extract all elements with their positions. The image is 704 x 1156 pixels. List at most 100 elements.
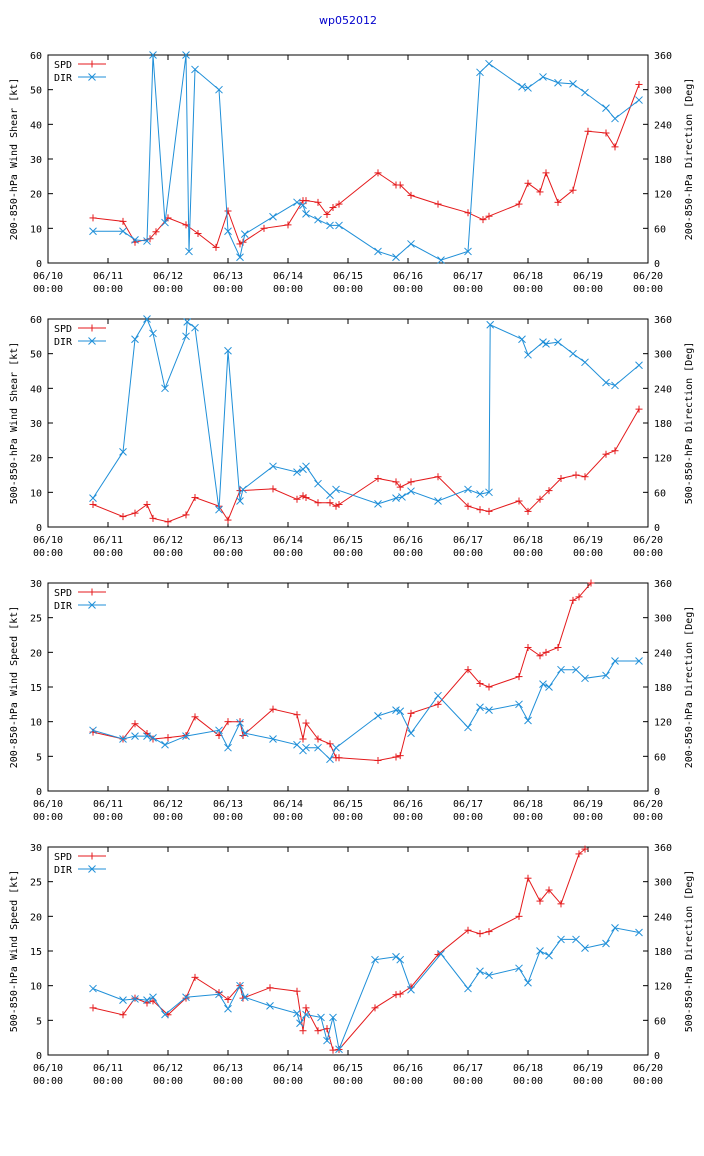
data-point-spd (284, 221, 292, 229)
y-tick-label: 50 (30, 350, 42, 361)
data-point-dir (161, 384, 169, 393)
data-point-dir (554, 78, 562, 87)
data-point-spd (392, 753, 400, 761)
data-point-dir (524, 84, 532, 92)
y2-tick-label: 180 (654, 155, 672, 166)
series-line-dir (92, 927, 640, 1051)
x-tick-time: 00:00 (213, 284, 243, 295)
data-point-dir (539, 73, 547, 81)
series-dir (89, 924, 643, 1054)
data-point-spd (119, 217, 127, 225)
data-point-spd (143, 500, 151, 508)
x-tick-date: 06/13 (213, 799, 243, 810)
data-point-spd (191, 973, 199, 981)
y2-tick-label: 60 (654, 224, 666, 235)
data-point-dir (143, 315, 151, 323)
data-point-spd (314, 198, 322, 206)
data-point-dir (183, 318, 192, 326)
data-point-dir (314, 479, 322, 488)
y2-axis-label: 200-850-hPa Direction [Deg] (684, 78, 695, 241)
x-tick-time: 00:00 (453, 812, 483, 823)
data-point-spd (392, 991, 400, 999)
series-line-dir (93, 54, 640, 261)
y2-tick-label: 240 (654, 648, 672, 659)
data-point-spd (212, 243, 220, 251)
data-point-dir (266, 1002, 274, 1010)
data-point-spd (434, 700, 442, 708)
data-point-dir (569, 349, 577, 358)
data-point-spd (374, 474, 382, 482)
series-line-dir (92, 317, 640, 510)
y2-tick-label: 180 (654, 419, 672, 430)
y2-axis-label: 200-850-hPa Direction [Deg] (684, 606, 695, 769)
data-point-spd (332, 502, 340, 510)
data-point-spd (371, 1004, 379, 1012)
data-point-spd (485, 683, 493, 691)
data-point-spd (485, 928, 493, 936)
y2-tick-label: 360 (654, 579, 672, 590)
y2-axis-label: 500-850-hPa Direction [Deg] (684, 870, 695, 1033)
data-point-spd (536, 188, 544, 196)
data-point-dir (434, 497, 442, 505)
data-point-dir (326, 755, 334, 764)
chart-panel-speed-500-850: 05101520253006012018024030036006/1000:00… (9, 843, 695, 1087)
data-point-spd (602, 129, 610, 137)
x-tick-time: 00:00 (333, 284, 363, 295)
x-tick-date: 06/18 (513, 1063, 543, 1074)
y-axis-label: 200-850-hPa Wind Speed [kt] (9, 606, 20, 769)
x-tick-date: 06/14 (273, 535, 303, 546)
data-point-dir (611, 924, 619, 932)
data-point-spd (194, 230, 202, 238)
data-point-spd (479, 216, 487, 224)
y-tick-label: 40 (30, 120, 42, 131)
y2-tick-label: 120 (654, 190, 672, 201)
x-tick-time: 00:00 (273, 548, 303, 559)
y2-tick-label: 240 (654, 384, 672, 395)
y2-tick-label: 360 (654, 843, 672, 854)
x-tick-time: 00:00 (393, 548, 423, 559)
x-tick-date: 06/10 (33, 271, 63, 282)
data-point-dir (119, 227, 127, 236)
y2-tick-label: 300 (654, 614, 672, 625)
x-tick-date: 06/11 (93, 271, 123, 282)
data-point-dir (524, 978, 532, 987)
data-point-spd (302, 494, 310, 502)
x-tick-time: 00:00 (153, 284, 183, 295)
data-point-spd (569, 186, 577, 194)
y-tick-label: 50 (30, 86, 42, 97)
data-point-dir (182, 732, 190, 740)
data-point-spd (149, 514, 157, 522)
data-point-dir (296, 1019, 304, 1028)
data-point-dir (323, 1036, 331, 1045)
data-point-dir (437, 256, 445, 264)
x-tick-time: 00:00 (273, 284, 303, 295)
data-point-dir (182, 993, 190, 1002)
data-point-dir (161, 740, 169, 749)
legend-label-dir: DIR (54, 73, 73, 84)
data-point-dir (485, 59, 493, 68)
data-point-dir (545, 951, 553, 960)
y2-tick-label: 240 (654, 120, 672, 131)
data-point-dir (434, 691, 442, 700)
data-point-spd (542, 648, 550, 656)
data-point-spd (224, 996, 232, 1004)
data-point-dir (392, 253, 400, 262)
data-point-dir (602, 378, 610, 387)
data-point-dir (143, 237, 151, 245)
x-tick-time: 00:00 (33, 812, 63, 823)
data-point-dir (302, 210, 310, 218)
x-tick-date: 06/19 (573, 1063, 603, 1074)
data-point-dir (464, 247, 472, 256)
data-point-dir (374, 712, 382, 720)
data-point-spd (326, 740, 334, 748)
y2-tick-label: 180 (654, 683, 672, 694)
series-line-spd (92, 84, 640, 249)
data-point-dir (314, 743, 322, 752)
chart-panel-speed-200-850: 05101520253006012018024030036006/1000:00… (9, 579, 695, 823)
data-point-spd (314, 735, 322, 743)
x-tick-date: 06/12 (153, 535, 183, 546)
x-tick-date: 06/15 (333, 799, 363, 810)
y-tick-label: 10 (30, 982, 42, 993)
y-tick-label: 60 (30, 51, 42, 62)
data-point-spd (323, 1025, 331, 1033)
